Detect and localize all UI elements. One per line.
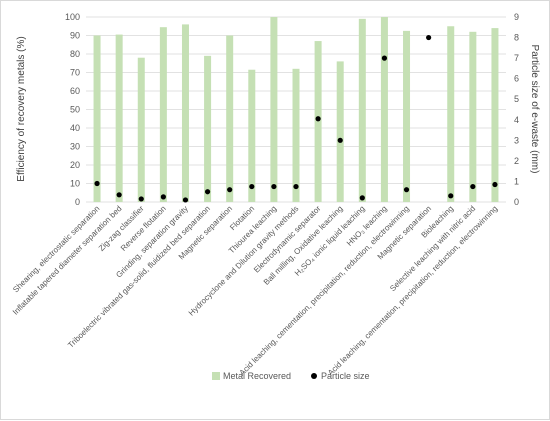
point-particle-size [138,196,144,202]
bar-metal-recovered [93,35,101,202]
point-particle-size [426,34,432,41]
legend-label-particle-size: Particle size [321,371,370,381]
bar-metal-recovered [181,24,189,203]
bar-metal-recovered [204,55,212,202]
bar-metal-recovered [159,27,167,202]
right-tick-label: 9 [514,12,519,22]
right-tick-label: 4 [514,115,519,125]
left-axis-title: Efficiency of recovery metals (%) [16,36,27,181]
bar-metal-recovered [226,35,234,202]
bar-metal-recovered [292,68,300,202]
left-tick-label: 40 [70,123,80,133]
bar-metal-recovered [447,26,455,202]
point-particle-size [182,197,189,203]
category-label: Shearing, electrostatic separation [11,204,101,294]
left-tick-label: 30 [70,142,80,152]
point-particle-size [337,137,343,143]
right-tick-label: 3 [514,135,519,145]
right-axis-ticks: 0 1 2 3 4 5 6 7 8 9 [514,12,519,207]
point-particle-size [271,183,277,190]
legend-swatch-particle-size [311,373,317,379]
legend-label-metal-recovered: Metal Recovered [223,371,291,381]
bar-metal-recovered [115,34,123,203]
left-tick-label: 90 [70,31,80,41]
legend-swatch-metal-recovered [212,372,220,380]
left-tick-label: 10 [70,179,80,189]
point-particle-size [160,194,166,200]
point-particle-size [448,193,454,199]
bar-metal-recovered [491,28,499,202]
point-particle-size [403,187,410,193]
point-particle-size [94,180,100,187]
point-particle-size [227,187,233,193]
bar-metal-recovered [358,18,366,202]
left-axis-ticks: 0 10 20 30 40 50 60 70 80 90 100 [65,12,80,207]
left-tick-label: 70 [70,68,80,78]
bar-metal-recovered [248,69,256,202]
bar-metal-recovered [403,30,411,202]
category-labels: Shearing, electrostatic separationInflat… [11,204,499,378]
left-tick-label: 60 [70,86,80,96]
left-tick-label: 100 [65,12,80,22]
legend: Metal Recovered Particle size [212,371,370,381]
point-particle-size [204,189,211,195]
right-tick-label: 1 [514,176,519,186]
bar-metal-recovered [314,41,322,202]
left-tick-label: 20 [70,160,80,170]
point-particle-size [293,183,299,190]
right-tick-label: 2 [514,156,519,166]
right-axis-title: Particle size of e-waste (mm) [529,45,540,174]
point-particle-size [359,195,365,201]
left-tick-label: 0 [75,197,80,207]
point-particle-size [116,192,122,198]
point-particle-size [470,183,476,190]
right-tick-label: 7 [514,53,519,63]
right-tick-label: 6 [514,74,519,84]
right-tick-label: 0 [514,197,519,207]
bar-metal-recovered [380,17,388,202]
right-tick-label: 8 [514,33,519,43]
right-tick-label: 5 [514,94,519,104]
point-particle-size [315,116,321,122]
point-particle-size [249,183,255,190]
point-series [94,34,498,203]
bar-metal-recovered [336,61,344,203]
point-particle-size [492,181,498,188]
bar-metal-recovered [270,17,278,202]
category-label: Inflatable tapered diameter separation b… [11,204,124,317]
bar-series [93,17,499,203]
bar-metal-recovered [469,31,477,202]
point-particle-size [381,55,388,61]
left-tick-label: 80 [70,49,80,59]
left-tick-label: 50 [70,105,80,115]
bar-metal-recovered [137,57,145,203]
